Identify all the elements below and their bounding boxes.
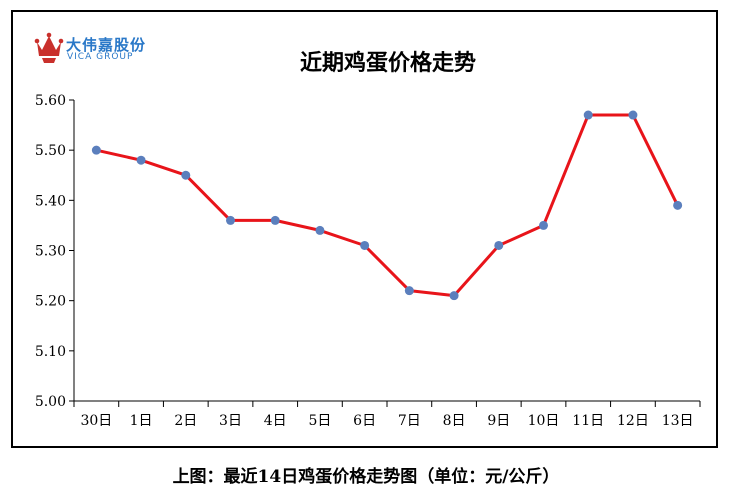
data-markers <box>91 110 683 301</box>
vica-logo: 大伟嘉股份 VICA GROUP <box>34 30 174 70</box>
chart-frame <box>11 10 718 448</box>
x-tick-label: 3日 <box>219 413 242 429</box>
data-point <box>270 215 280 225</box>
x-tick-label: 12日 <box>617 413 649 429</box>
y-tick-label: 5.30 <box>35 244 66 260</box>
x-tick-label: 2日 <box>174 413 197 429</box>
data-point <box>136 155 146 165</box>
data-point <box>539 220 548 230</box>
x-tick-label: 5日 <box>308 413 331 429</box>
data-point <box>673 200 683 210</box>
logo-name-cn: 大伟嘉股份 <box>66 36 147 54</box>
data-point <box>583 110 593 120</box>
crown-icon <box>34 32 64 63</box>
data-point <box>360 240 370 250</box>
x-tick-label: 7日 <box>398 413 421 429</box>
x-tick-label: 30日 <box>80 413 112 429</box>
y-tick-label: 5.00 <box>35 394 66 410</box>
data-point <box>404 286 414 296</box>
x-tick-label: 4日 <box>264 413 287 429</box>
data-point <box>494 240 504 250</box>
y-axis-ticks: 5.00 5.10 5.20 5.30 5.40 5.50 5.60 <box>35 93 74 410</box>
data-point <box>226 215 235 225</box>
x-tick-label: 10日 <box>528 413 560 429</box>
x-axis-ticks: 30日 1日 2日 3日 4日 5日 6日 7日 8日 9日 10日 11日 12日 13日 <box>73 401 701 429</box>
x-tick-label: 6日 <box>353 413 376 429</box>
data-point <box>181 170 191 180</box>
data-point <box>315 225 325 235</box>
chart-caption: 上图：最近14日鸡蛋价格走势图（单位：元/公斤） <box>172 467 560 487</box>
axes <box>73 100 700 402</box>
y-tick-label: 5.10 <box>35 344 66 360</box>
price-series-line <box>96 113 679 298</box>
x-tick-label: 11日 <box>572 413 604 429</box>
x-tick-label: 13日 <box>662 413 694 429</box>
chart-title: 近期鸡蛋价格走势 <box>300 50 476 76</box>
x-tick-label: 1日 <box>130 413 153 429</box>
x-tick-label: 9日 <box>487 413 510 429</box>
logo-name-en: VICA GROUP <box>67 52 134 62</box>
data-point <box>449 291 459 301</box>
y-tick-label: 5.50 <box>35 143 66 159</box>
data-point <box>91 145 101 155</box>
y-tick-label: 5.60 <box>35 93 66 109</box>
x-tick-label: 8日 <box>443 413 466 429</box>
data-point <box>628 110 638 120</box>
y-tick-label: 5.40 <box>35 193 66 209</box>
y-tick-label: 5.20 <box>35 294 66 310</box>
